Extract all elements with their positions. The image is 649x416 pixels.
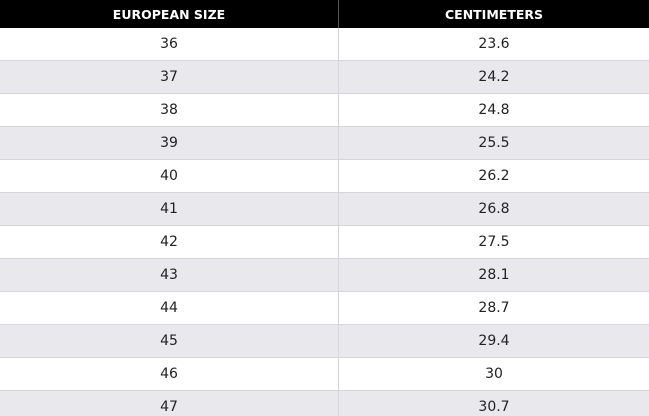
table-cell: 27.5 [478, 234, 510, 250]
table-cell: 41 [0, 193, 339, 225]
table-cell: 26.2 [478, 168, 510, 184]
table-cell: 24.2 [478, 69, 510, 85]
table-cell: 38 [0, 94, 339, 126]
table-cell: 37 [0, 61, 339, 93]
table-cell: 24.8 [478, 102, 510, 118]
table-cell: 26.8 [478, 201, 510, 217]
table-cell: 39 [0, 127, 339, 159]
table-cell: 30.7 [478, 399, 510, 415]
table-row: 43 28.1 [0, 259, 649, 292]
table-row: 41 26.8 [0, 193, 649, 226]
table-cell: 46 [0, 358, 339, 390]
header-cell: EUROPEAN SIZE [0, 0, 339, 28]
table-row: 44 28.7 [0, 292, 649, 325]
table-cell: 40 [0, 160, 339, 192]
table-cell: 29.4 [478, 333, 510, 349]
table-cell: 36 [0, 28, 339, 60]
table-header: EUROPEAN SIZE CENTIMETERS [0, 0, 649, 28]
table-row: 47 30.7 [0, 391, 649, 416]
table-row: 36 23.6 [0, 28, 649, 61]
table-row: 45 29.4 [0, 325, 649, 358]
table-cell: 28.7 [478, 300, 510, 316]
table-row: 37 24.2 [0, 61, 649, 94]
table-cell: 47 [0, 391, 339, 416]
table-cell: 25.5 [478, 135, 510, 151]
table-row: 39 25.5 [0, 127, 649, 160]
table-row: 38 24.8 [0, 94, 649, 127]
table-cell: 30 [485, 366, 503, 382]
table-cell: 45 [0, 325, 339, 357]
table-cell: 44 [0, 292, 339, 324]
table-row: 42 27.5 [0, 226, 649, 259]
table-cell: 23.6 [478, 36, 510, 52]
table-row: 46 30 [0, 358, 649, 391]
table-row: 40 26.2 [0, 160, 649, 193]
table-cell: 28.1 [478, 267, 510, 283]
table-cell: 42 [0, 226, 339, 258]
table-cell: 43 [0, 259, 339, 291]
header-cell: CENTIMETERS [444, 6, 544, 22]
